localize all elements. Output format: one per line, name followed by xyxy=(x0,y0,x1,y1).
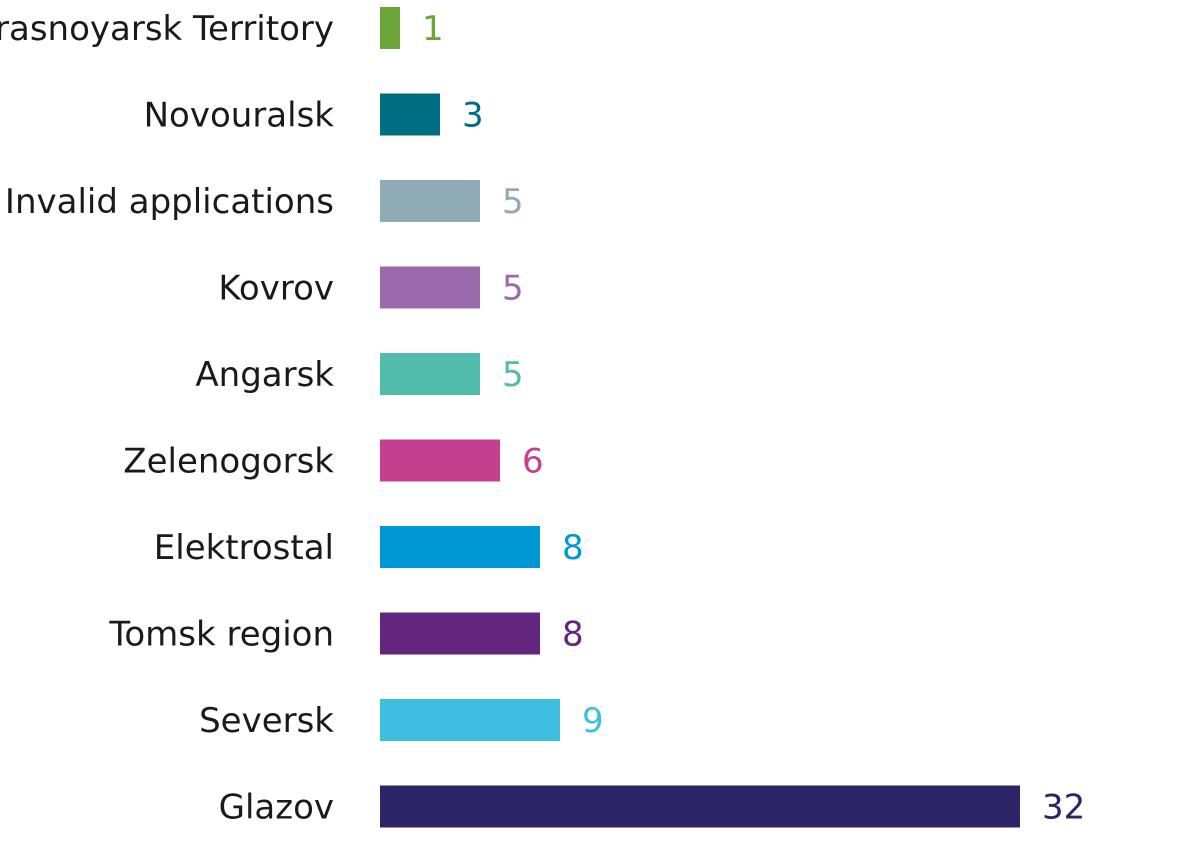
category-label: Zelenogorsk xyxy=(123,442,334,482)
category-label: Novouralsk xyxy=(144,96,335,136)
value-label: 9 xyxy=(582,701,604,741)
category-label: Elektrostal xyxy=(154,528,334,568)
bar xyxy=(380,266,480,309)
value-label: 8 xyxy=(562,615,584,655)
bar xyxy=(380,699,560,741)
bar xyxy=(380,353,480,395)
bar xyxy=(380,439,500,482)
value-label: 8 xyxy=(562,528,584,568)
bar xyxy=(380,93,440,136)
bar xyxy=(380,526,540,568)
category-label: Kovrov xyxy=(218,269,334,309)
bar xyxy=(380,180,480,222)
value-label: 5 xyxy=(502,269,524,309)
category-label: Krasnoyarsk Territory xyxy=(0,9,334,49)
bar xyxy=(380,7,400,49)
bar xyxy=(380,785,1020,828)
category-label: Invalid applications xyxy=(5,182,334,222)
category-label: Glazov xyxy=(219,788,334,828)
category-label: Seversk xyxy=(199,701,334,741)
value-label: 1 xyxy=(422,9,444,49)
category-label: Tomsk region xyxy=(108,615,334,655)
value-label: 5 xyxy=(502,355,524,395)
bar xyxy=(380,612,540,655)
value-label: 6 xyxy=(522,442,544,482)
value-label: 5 xyxy=(502,182,524,222)
value-label: 32 xyxy=(1042,788,1085,828)
value-label: 3 xyxy=(462,96,484,136)
category-label: Angarsk xyxy=(195,355,334,395)
